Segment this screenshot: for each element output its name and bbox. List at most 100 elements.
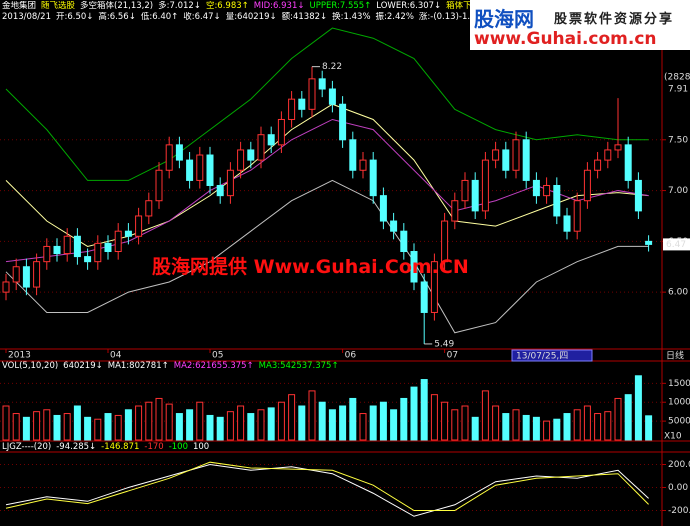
header-line: 金地集团 随飞选股 多空箱体(21,13,2) 多:7.012↓ 空:6.983↑ MID… [2,1,472,12]
volume-bar [257,409,265,441]
candle-body [257,134,265,161]
candle-body [277,118,285,146]
volume-bar [277,401,285,441]
y-tick-label: 200.00 [668,460,690,470]
volume-bar [410,386,418,441]
candle-body [288,98,296,120]
volume-bar [247,413,255,441]
high-annotation: 8.22 [322,62,342,72]
candle-body [451,200,459,222]
volume-bar [553,418,561,441]
x-tick-label: 04 [110,351,122,361]
volume-bar [532,416,540,441]
candle-body [604,149,612,161]
volume-bar [624,394,632,441]
spike-high: 7.91 [668,85,688,95]
volume-bar [461,405,469,441]
logo-slogan: 股票软件资源分享 [554,12,675,27]
volume-bar [492,405,500,441]
candle-body [563,215,571,232]
x-tick-label: 07 [447,351,458,361]
volume-bar [339,405,347,441]
period-label: 日线 [666,350,684,362]
volume-bar [84,416,92,441]
volume-bar [145,401,153,441]
candle-body [369,159,377,197]
volume-bar [124,409,132,441]
volume-bar [22,416,30,441]
x-tick-label: 2013 [8,351,31,361]
header-item: MA3:542537.375↑ [258,361,339,371]
volume-bar [186,409,194,441]
candle-body [43,245,51,263]
cursor-date-box [511,349,593,362]
volume-bar [390,409,398,441]
candle-body [135,215,143,237]
overlay-line [5,27,649,181]
last-price: 6.47 [666,240,686,250]
header-item: LJGZ----(20) [2,442,52,452]
candle-body [216,184,224,197]
y-tick-label: 6.00 [668,288,688,298]
candle-body [400,230,408,253]
volume-bar [12,413,20,441]
header-item: MA1:802781↑ [107,361,169,371]
candle-body [63,235,71,255]
unit-label: X10 [664,432,682,442]
volume-bar [328,409,336,441]
header-item: 量:640219↓ [225,12,277,22]
candle-body [390,220,398,232]
volume-bar [104,413,112,441]
candle-body [481,159,489,212]
header-item: MA2:621655.375↑ [173,361,254,371]
y-tick-label: 0.00 [668,483,688,493]
candle-body [594,159,602,171]
indicator-header: LJGZ----(20) -94.285↓ -146.871 -170 -100 100 [2,442,642,453]
candle-body [349,139,357,171]
volume-bar [420,379,428,441]
volume-bar [175,413,183,441]
candle-body [247,149,255,161]
candle-body [614,144,622,151]
header-item: 金地集团 [2,1,37,11]
volume-bar [2,405,10,441]
volume-bar [94,418,102,441]
volume-bar [33,411,41,441]
candle-body [634,179,642,212]
candle-body [155,169,163,202]
header-item: MID:6.931↓ [253,1,305,11]
candle-body [543,184,551,197]
volume-bar [379,401,387,441]
volume-bar [349,397,357,441]
header-item: -146.871 [101,442,140,452]
volume-bar [196,401,204,441]
volume-bar [155,397,163,441]
volume-bar [216,416,224,441]
candle-body [573,200,581,232]
logo-url: www.Guhai.com.cn [474,29,657,49]
header-item: 涨:-(0.13)-1.97% [418,12,470,22]
header-item: -170 [144,442,164,452]
candle-body [359,159,367,171]
volume-bar [614,397,622,441]
candle-body [12,266,20,283]
candle-body [104,242,112,253]
volume-header: VOL(5,10,20) 640219↓ MA1:802781↑ MA2:621655… [2,361,642,372]
volume-bar [53,414,61,441]
header-item: 随飞选股 [41,1,76,11]
volume-bar [369,405,377,441]
volume-bar [288,394,296,441]
volume-bar [634,375,642,441]
candle-body [114,230,122,253]
header-item: 空:6.983↑ [205,1,249,11]
candle-body [624,144,632,181]
header-item: -94.285↓ [56,442,97,452]
overlay-line [5,179,649,334]
header-item: 多:7.012↓ [158,1,201,11]
volume-bar [563,413,571,441]
header-item: LOWER:6.307↓ [376,1,442,11]
candle-body [165,144,173,171]
candle-body [522,139,530,181]
header-item: 高:6.56↓ [98,12,136,22]
